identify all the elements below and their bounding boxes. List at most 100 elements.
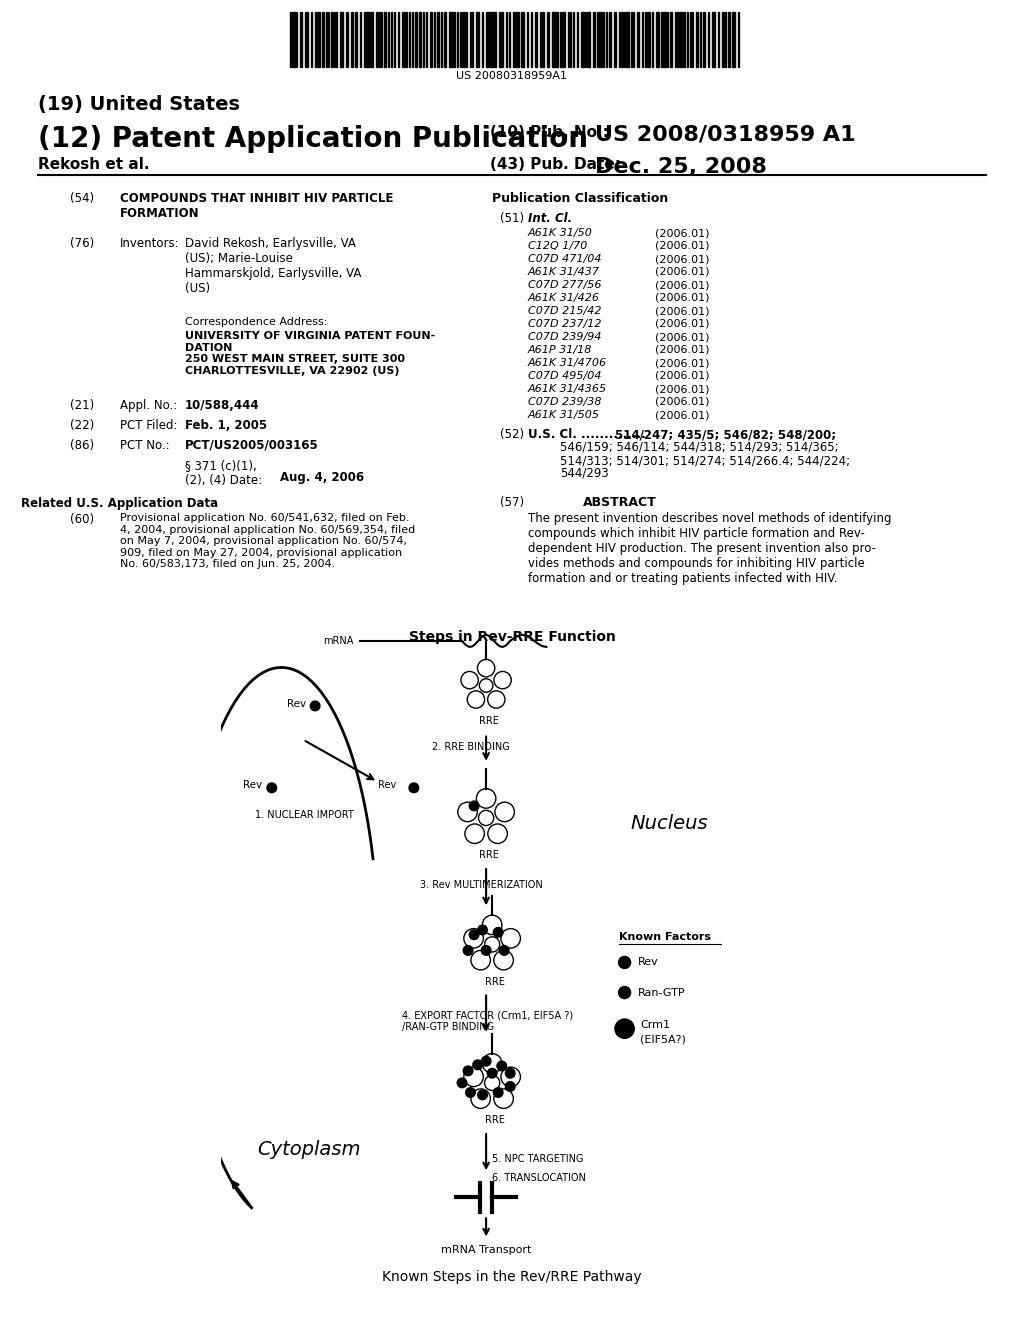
Bar: [331, 12, 333, 67]
Text: Inventors:: Inventors:: [120, 238, 179, 249]
Bar: [305, 12, 308, 67]
Text: (43) Pub. Date:: (43) Pub. Date:: [490, 157, 621, 172]
Circle shape: [618, 957, 631, 969]
Bar: [404, 12, 407, 67]
Text: (2006.01): (2006.01): [655, 411, 710, 420]
Circle shape: [469, 801, 479, 810]
Bar: [696, 12, 698, 67]
Text: Feb. 1, 2005: Feb. 1, 2005: [185, 418, 267, 432]
Text: RRE: RRE: [484, 977, 505, 987]
Bar: [346, 12, 348, 67]
Text: C12Q 1/70: C12Q 1/70: [528, 242, 588, 251]
Text: Dec. 25, 2008: Dec. 25, 2008: [595, 157, 767, 177]
Bar: [384, 12, 386, 67]
Text: 514/247; 435/5; 546/82; 548/200;: 514/247; 435/5; 546/82; 548/200;: [615, 428, 837, 441]
Text: Correspondence Address:: Correspondence Address:: [185, 317, 328, 327]
Bar: [547, 12, 549, 67]
Text: (21): (21): [70, 399, 94, 412]
Bar: [521, 12, 524, 67]
Text: U.S. Cl. ..............: U.S. Cl. ..............: [528, 428, 646, 441]
Circle shape: [310, 701, 319, 710]
Text: (12) Patent Application Publication: (12) Patent Application Publication: [38, 125, 588, 153]
Bar: [355, 12, 357, 67]
Text: mRNA Transport: mRNA Transport: [441, 1246, 531, 1255]
Text: A61K 31/4706: A61K 31/4706: [528, 358, 607, 368]
Text: C07D 471/04: C07D 471/04: [528, 253, 601, 264]
Circle shape: [477, 925, 487, 935]
Bar: [351, 12, 353, 67]
Circle shape: [267, 783, 276, 792]
Text: 6. TRANSLOCATION: 6. TRANSLOCATION: [493, 1172, 586, 1183]
Bar: [666, 12, 668, 67]
Bar: [322, 12, 324, 67]
Text: (2006.01): (2006.01): [655, 253, 710, 264]
Circle shape: [477, 1090, 487, 1100]
Text: (2006.01): (2006.01): [655, 267, 710, 277]
Text: 514/313; 514/301; 514/274; 514/266.4; 544/224;: 514/313; 514/301; 514/274; 514/266.4; 54…: [560, 454, 850, 467]
Text: PCT/US2005/003165: PCT/US2005/003165: [185, 440, 318, 451]
Text: 544/293: 544/293: [560, 467, 608, 480]
Circle shape: [473, 1060, 482, 1069]
Bar: [656, 12, 659, 67]
Bar: [647, 12, 650, 67]
Text: US 20080318959A1: US 20080318959A1: [457, 71, 567, 81]
Text: Publication Classification: Publication Classification: [492, 191, 668, 205]
Text: 5. NPC TARGETING: 5. NPC TARGETING: [493, 1154, 584, 1163]
Text: A61K 31/4365: A61K 31/4365: [528, 384, 607, 393]
Bar: [626, 12, 629, 67]
Circle shape: [487, 1068, 497, 1078]
Bar: [562, 12, 565, 67]
Bar: [663, 12, 665, 67]
Text: The present invention describes novel methods of identifying
compounds which inh: The present invention describes novel me…: [528, 512, 892, 585]
Circle shape: [506, 1081, 515, 1092]
Text: (60): (60): [70, 513, 94, 525]
Bar: [476, 12, 479, 67]
Text: COMPOUNDS THAT INHIBIT HIV PARTICLE
FORMATION: COMPOUNDS THAT INHIBIT HIV PARTICLE FORM…: [120, 191, 393, 220]
Circle shape: [463, 945, 473, 956]
Text: mRNA: mRNA: [324, 636, 353, 645]
Text: Crm1: Crm1: [640, 1020, 671, 1030]
Bar: [370, 12, 373, 67]
Text: (2006.01): (2006.01): [655, 358, 710, 368]
Text: C07D 239/38: C07D 239/38: [528, 397, 601, 407]
Text: David Rekosh, Earlysville, VA
(US); Marie-Louise
Hammarskjold, Earlysville, VA
(: David Rekosh, Earlysville, VA (US); Mari…: [185, 238, 361, 294]
Text: ABSTRACT: ABSTRACT: [583, 496, 656, 510]
Bar: [318, 12, 319, 67]
Text: (52): (52): [500, 428, 524, 441]
Bar: [542, 12, 544, 67]
Text: Cytoplasm: Cytoplasm: [257, 1139, 360, 1159]
Text: Aug. 4, 2006: Aug. 4, 2006: [280, 471, 365, 484]
Text: (2006.01): (2006.01): [655, 280, 710, 290]
Text: (2006.01): (2006.01): [655, 333, 710, 342]
Bar: [600, 12, 602, 67]
Bar: [703, 12, 705, 67]
Circle shape: [497, 1061, 507, 1071]
Bar: [292, 12, 295, 67]
Bar: [683, 12, 685, 67]
Bar: [430, 12, 432, 67]
Bar: [415, 12, 417, 67]
Text: Nucleus: Nucleus: [631, 814, 709, 833]
Bar: [722, 12, 724, 67]
Text: C07D 239/94: C07D 239/94: [528, 333, 601, 342]
Text: (57): (57): [500, 496, 524, 510]
Text: US 2008/0318959 A1: US 2008/0318959 A1: [595, 125, 856, 145]
Text: Int. Cl.: Int. Cl.: [528, 213, 572, 224]
Bar: [614, 12, 616, 67]
Text: A61P 31/18: A61P 31/18: [528, 345, 592, 355]
Bar: [535, 12, 537, 67]
Text: C07D 237/12: C07D 237/12: [528, 319, 601, 329]
Text: Related U.S. Application Data: Related U.S. Application Data: [22, 498, 218, 510]
Text: (51): (51): [500, 213, 524, 224]
Text: Rev: Rev: [288, 698, 306, 709]
Text: UNIVERSITY OF VIRGINIA PATENT FOUN-
DATION
250 WEST MAIN STREET, SUITE 300
CHARL: UNIVERSITY OF VIRGINIA PATENT FOUN- DATI…: [185, 331, 435, 376]
Bar: [451, 12, 453, 67]
Bar: [587, 12, 590, 67]
Text: RRE: RRE: [484, 1115, 505, 1126]
Text: (2006.01): (2006.01): [655, 371, 710, 381]
Text: (2006.01): (2006.01): [655, 293, 710, 304]
Bar: [728, 12, 730, 67]
Text: (19) United States: (19) United States: [38, 95, 240, 114]
Circle shape: [409, 783, 419, 792]
Text: (2006.01): (2006.01): [655, 242, 710, 251]
